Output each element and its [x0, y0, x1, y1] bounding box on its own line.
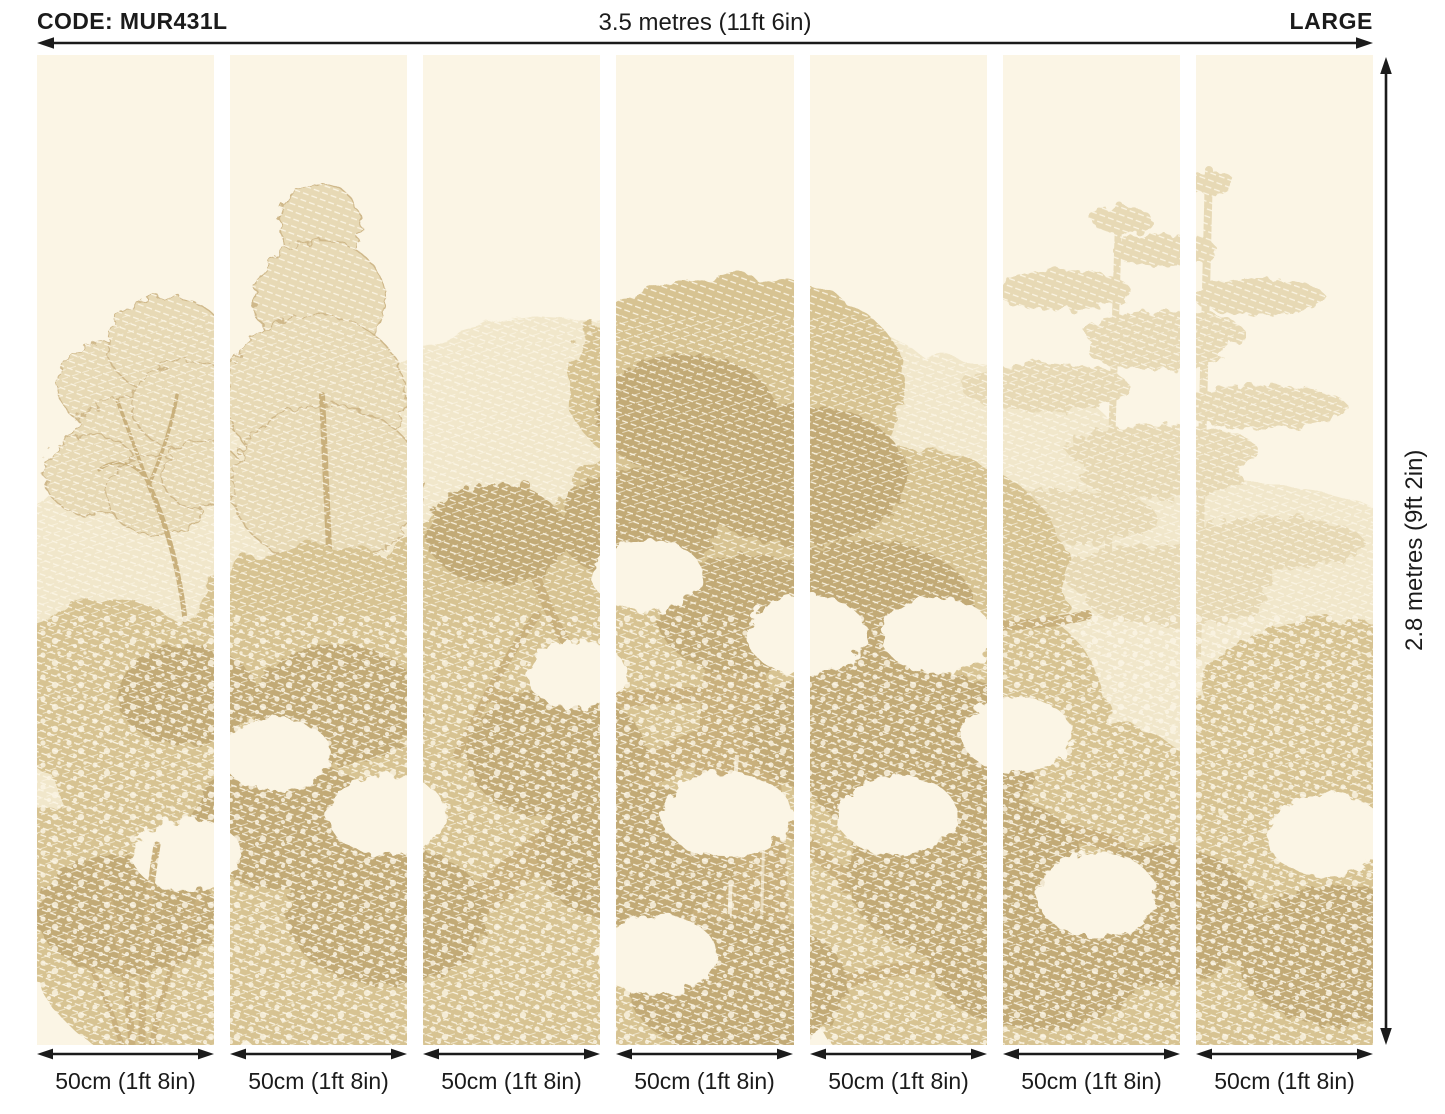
panel-width-label: 50cm (1ft 8in)	[441, 1068, 582, 1094]
panel-gap	[407, 55, 423, 1045]
panel-width-label: 50cm (1ft 8in)	[1021, 1068, 1162, 1094]
panel-width-arrow	[1003, 1048, 1180, 1060]
panel-width-label: 50cm (1ft 8in)	[248, 1068, 389, 1094]
product-code-label: CODE: MUR431L	[37, 8, 228, 34]
panel-width-label: 50cm (1ft 8in)	[634, 1068, 775, 1094]
panel-gap	[987, 55, 1003, 1045]
panel-dimension-6: 50cm (1ft 8in)	[1003, 1047, 1180, 1111]
total-height-arrow	[1380, 57, 1392, 1045]
panel-dimension-7: 50cm (1ft 8in)	[1196, 1047, 1373, 1111]
panel-gap	[1180, 55, 1196, 1045]
panel-width-arrow	[616, 1048, 793, 1060]
panel-dimension-1: 50cm (1ft 8in)	[37, 1047, 214, 1111]
panel-dimension-2: 50cm (1ft 8in)	[230, 1047, 407, 1111]
panel-width-label: 50cm (1ft 8in)	[1214, 1068, 1355, 1094]
mural-preview	[37, 55, 1373, 1045]
panel-gap	[600, 55, 616, 1045]
panel-dimension-4: 50cm (1ft 8in)	[616, 1047, 793, 1111]
starburst-texture	[37, 615, 1373, 1045]
panel-width-label: 50cm (1ft 8in)	[55, 1068, 196, 1094]
panel-gap	[794, 55, 810, 1045]
panel-dimension-5: 50cm (1ft 8in)	[810, 1047, 987, 1111]
total-width-label: 3.5 metres (11ft 6in)	[598, 9, 812, 36]
panel-width-label: 50cm (1ft 8in)	[828, 1068, 969, 1094]
panel-width-arrow	[810, 1048, 987, 1060]
panel-gap	[214, 55, 230, 1045]
panel-dimension-3: 50cm (1ft 8in)	[423, 1047, 600, 1111]
size-badge: LARGE	[1289, 8, 1373, 34]
panel-width-arrow	[230, 1048, 407, 1060]
mural-illustration	[37, 55, 1373, 1045]
total-height-label: 2.8 metres (9ft 2in)	[1401, 449, 1428, 651]
total-width-arrow	[37, 37, 1373, 49]
panel-width-arrow	[1196, 1048, 1373, 1060]
panel-width-arrow	[37, 1048, 214, 1060]
panel-width-arrow	[423, 1048, 600, 1060]
